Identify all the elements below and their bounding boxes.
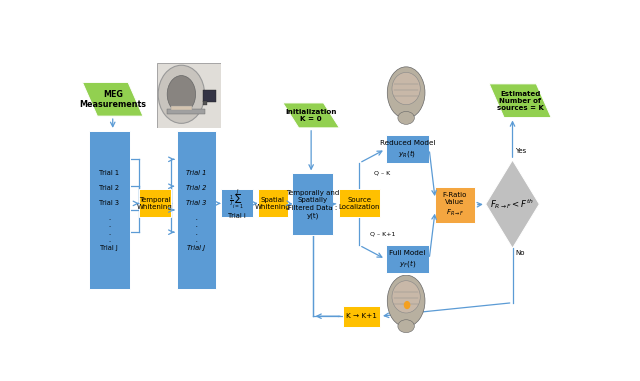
- FancyBboxPatch shape: [343, 306, 380, 327]
- Text: K → K+1: K → K+1: [346, 313, 377, 319]
- Text: Yes: Yes: [515, 148, 526, 154]
- FancyBboxPatch shape: [292, 173, 333, 235]
- FancyBboxPatch shape: [177, 131, 216, 289]
- Text: Q – K+1: Q – K+1: [370, 232, 396, 237]
- FancyBboxPatch shape: [257, 189, 288, 217]
- Text: Temporal
Whitening: Temporal Whitening: [137, 197, 173, 210]
- Text: $F_{R\rightarrow F} < F^{th}$: $F_{R\rightarrow F} < F^{th}$: [490, 197, 534, 211]
- FancyBboxPatch shape: [138, 189, 171, 217]
- Text: Source
Localization: Source Localization: [339, 197, 380, 210]
- Text: Trial 1

Trial 2

Trial 3

.
.
.
.
Trial J: Trial 1 Trial 2 Trial 3 . . . . Trial J: [186, 170, 207, 250]
- Text: Temporally and
Spatially
Filtered Data :
y(t): Temporally and Spatially Filtered Data :…: [286, 190, 339, 219]
- Text: No: No: [515, 250, 525, 256]
- Polygon shape: [283, 103, 339, 128]
- Text: Q – K: Q – K: [374, 171, 390, 176]
- Text: Reduced Model
$y_R(t)$: Reduced Model $y_R(t)$: [380, 139, 435, 159]
- Text: Trial 1

Trial 2

Trial 3

.
.
.
.
Trial J: Trial 1 Trial 2 Trial 3 . . . . Trial J: [99, 170, 119, 250]
- Text: $\frac{1}{J}\sum_{i=1}^{J}$
Trial i: $\frac{1}{J}\sum_{i=1}^{J}$ Trial i: [228, 188, 246, 219]
- FancyBboxPatch shape: [385, 135, 429, 163]
- Text: Estimated
Number of
sources = K: Estimated Number of sources = K: [497, 91, 543, 111]
- Polygon shape: [83, 82, 143, 116]
- Polygon shape: [489, 84, 551, 118]
- Polygon shape: [486, 160, 540, 248]
- FancyBboxPatch shape: [385, 245, 429, 273]
- FancyBboxPatch shape: [89, 131, 129, 289]
- Text: MEG
Measurements: MEG Measurements: [79, 90, 146, 109]
- Text: F-Ratio
Value
$F_{R\rightarrow F}$: F-Ratio Value $F_{R\rightarrow F}$: [443, 192, 467, 218]
- FancyBboxPatch shape: [221, 189, 253, 217]
- FancyBboxPatch shape: [435, 187, 475, 223]
- Text: Full Model
$y_F(t)$: Full Model $y_F(t)$: [389, 250, 426, 269]
- FancyBboxPatch shape: [339, 189, 380, 217]
- Text: Spatial
Whitening: Spatial Whitening: [255, 197, 291, 210]
- Text: Initialization
K = 0: Initialization K = 0: [285, 109, 337, 122]
